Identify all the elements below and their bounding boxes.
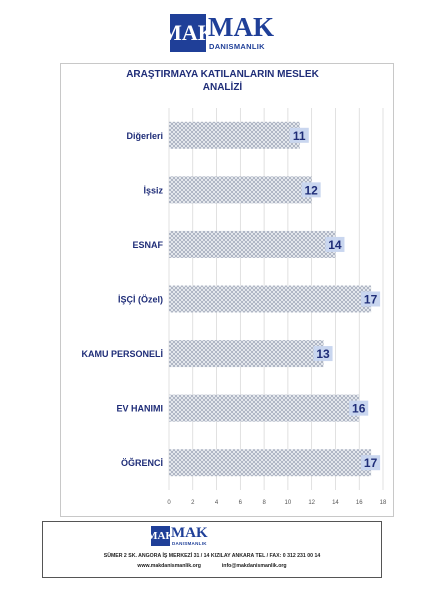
bar <box>169 340 324 368</box>
bar <box>169 394 360 422</box>
footer-website[interactable]: www.makdanismanlik.org <box>137 563 201 569</box>
footer-address: SÜMER 2 SK. ANGORA İŞ MERKEZİ 31 / 14 KI… <box>103 553 321 559</box>
data-label-box <box>301 182 321 198</box>
footer-logo-subtitle: DANISMANLIK <box>172 541 207 546</box>
data-label-box <box>325 236 345 252</box>
bar <box>169 285 372 313</box>
footer-box <box>42 521 382 578</box>
x-tick-label: 2 <box>191 500 195 506</box>
footer-email[interactable]: info@makdanismanlik.org <box>221 563 287 569</box>
data-label-box <box>313 346 333 362</box>
category-label: ÖĞRENCİ <box>121 457 163 468</box>
x-tick-label: 0 <box>167 500 171 506</box>
footer-contact: www.makdanismanlik.org info@makdanismanl… <box>42 563 382 569</box>
category-label: EV HANIMI <box>116 404 163 414</box>
bar <box>169 121 300 149</box>
x-tick-label: 6 <box>239 500 243 506</box>
logo-subtitle: DANISMANLIK <box>209 42 265 51</box>
bar <box>169 176 312 204</box>
header-logo: MAK MAK DANISMANLIK <box>161 12 274 52</box>
category-label: İşsiz <box>143 185 163 195</box>
data-label: 13 <box>316 347 330 361</box>
x-tick-label: 14 <box>332 500 339 506</box>
data-label-box <box>361 455 381 471</box>
category-label: ESNAF <box>132 240 163 250</box>
data-label-box <box>361 291 381 307</box>
footer-logo-mark: MAK <box>147 526 174 546</box>
logo-name: MAK <box>208 12 274 42</box>
data-label-box <box>349 400 369 416</box>
data-label: 17 <box>364 293 378 307</box>
logo-mark: MAK <box>161 14 215 52</box>
data-label: 17 <box>364 456 378 470</box>
x-tick-label: 10 <box>285 500 292 506</box>
x-tick-label: 8 <box>262 500 266 506</box>
bar <box>169 449 372 477</box>
data-label: 16 <box>352 402 366 416</box>
category-label: İŞÇİ (Özel) <box>118 295 163 305</box>
x-tick-label: 4 <box>215 500 219 506</box>
data-label: 11 <box>293 129 306 143</box>
bar <box>169 230 336 258</box>
chart-title-line2: ANALİZİ <box>202 82 243 93</box>
x-tick-label: 18 <box>380 500 387 506</box>
data-label-box <box>289 127 309 143</box>
footer-logo-name: MAK <box>171 525 208 541</box>
chart-title: ARAŞTIRMAYA KATILANLARIN MESLEK ANALİZİ <box>95 68 350 94</box>
category-label: Diğerleri <box>126 131 163 141</box>
chart-title-line1: ARAŞTIRMAYA KATILANLARIN MESLEK <box>126 69 319 80</box>
x-tick-label: 16 <box>356 500 363 506</box>
category-label: KAMU PERSONELİ <box>81 349 163 359</box>
footer-logo: MAK MAK DANISMANLIK <box>147 525 208 546</box>
data-label: 14 <box>328 238 342 252</box>
data-label: 12 <box>304 183 318 197</box>
x-tick-label: 12 <box>308 500 315 506</box>
